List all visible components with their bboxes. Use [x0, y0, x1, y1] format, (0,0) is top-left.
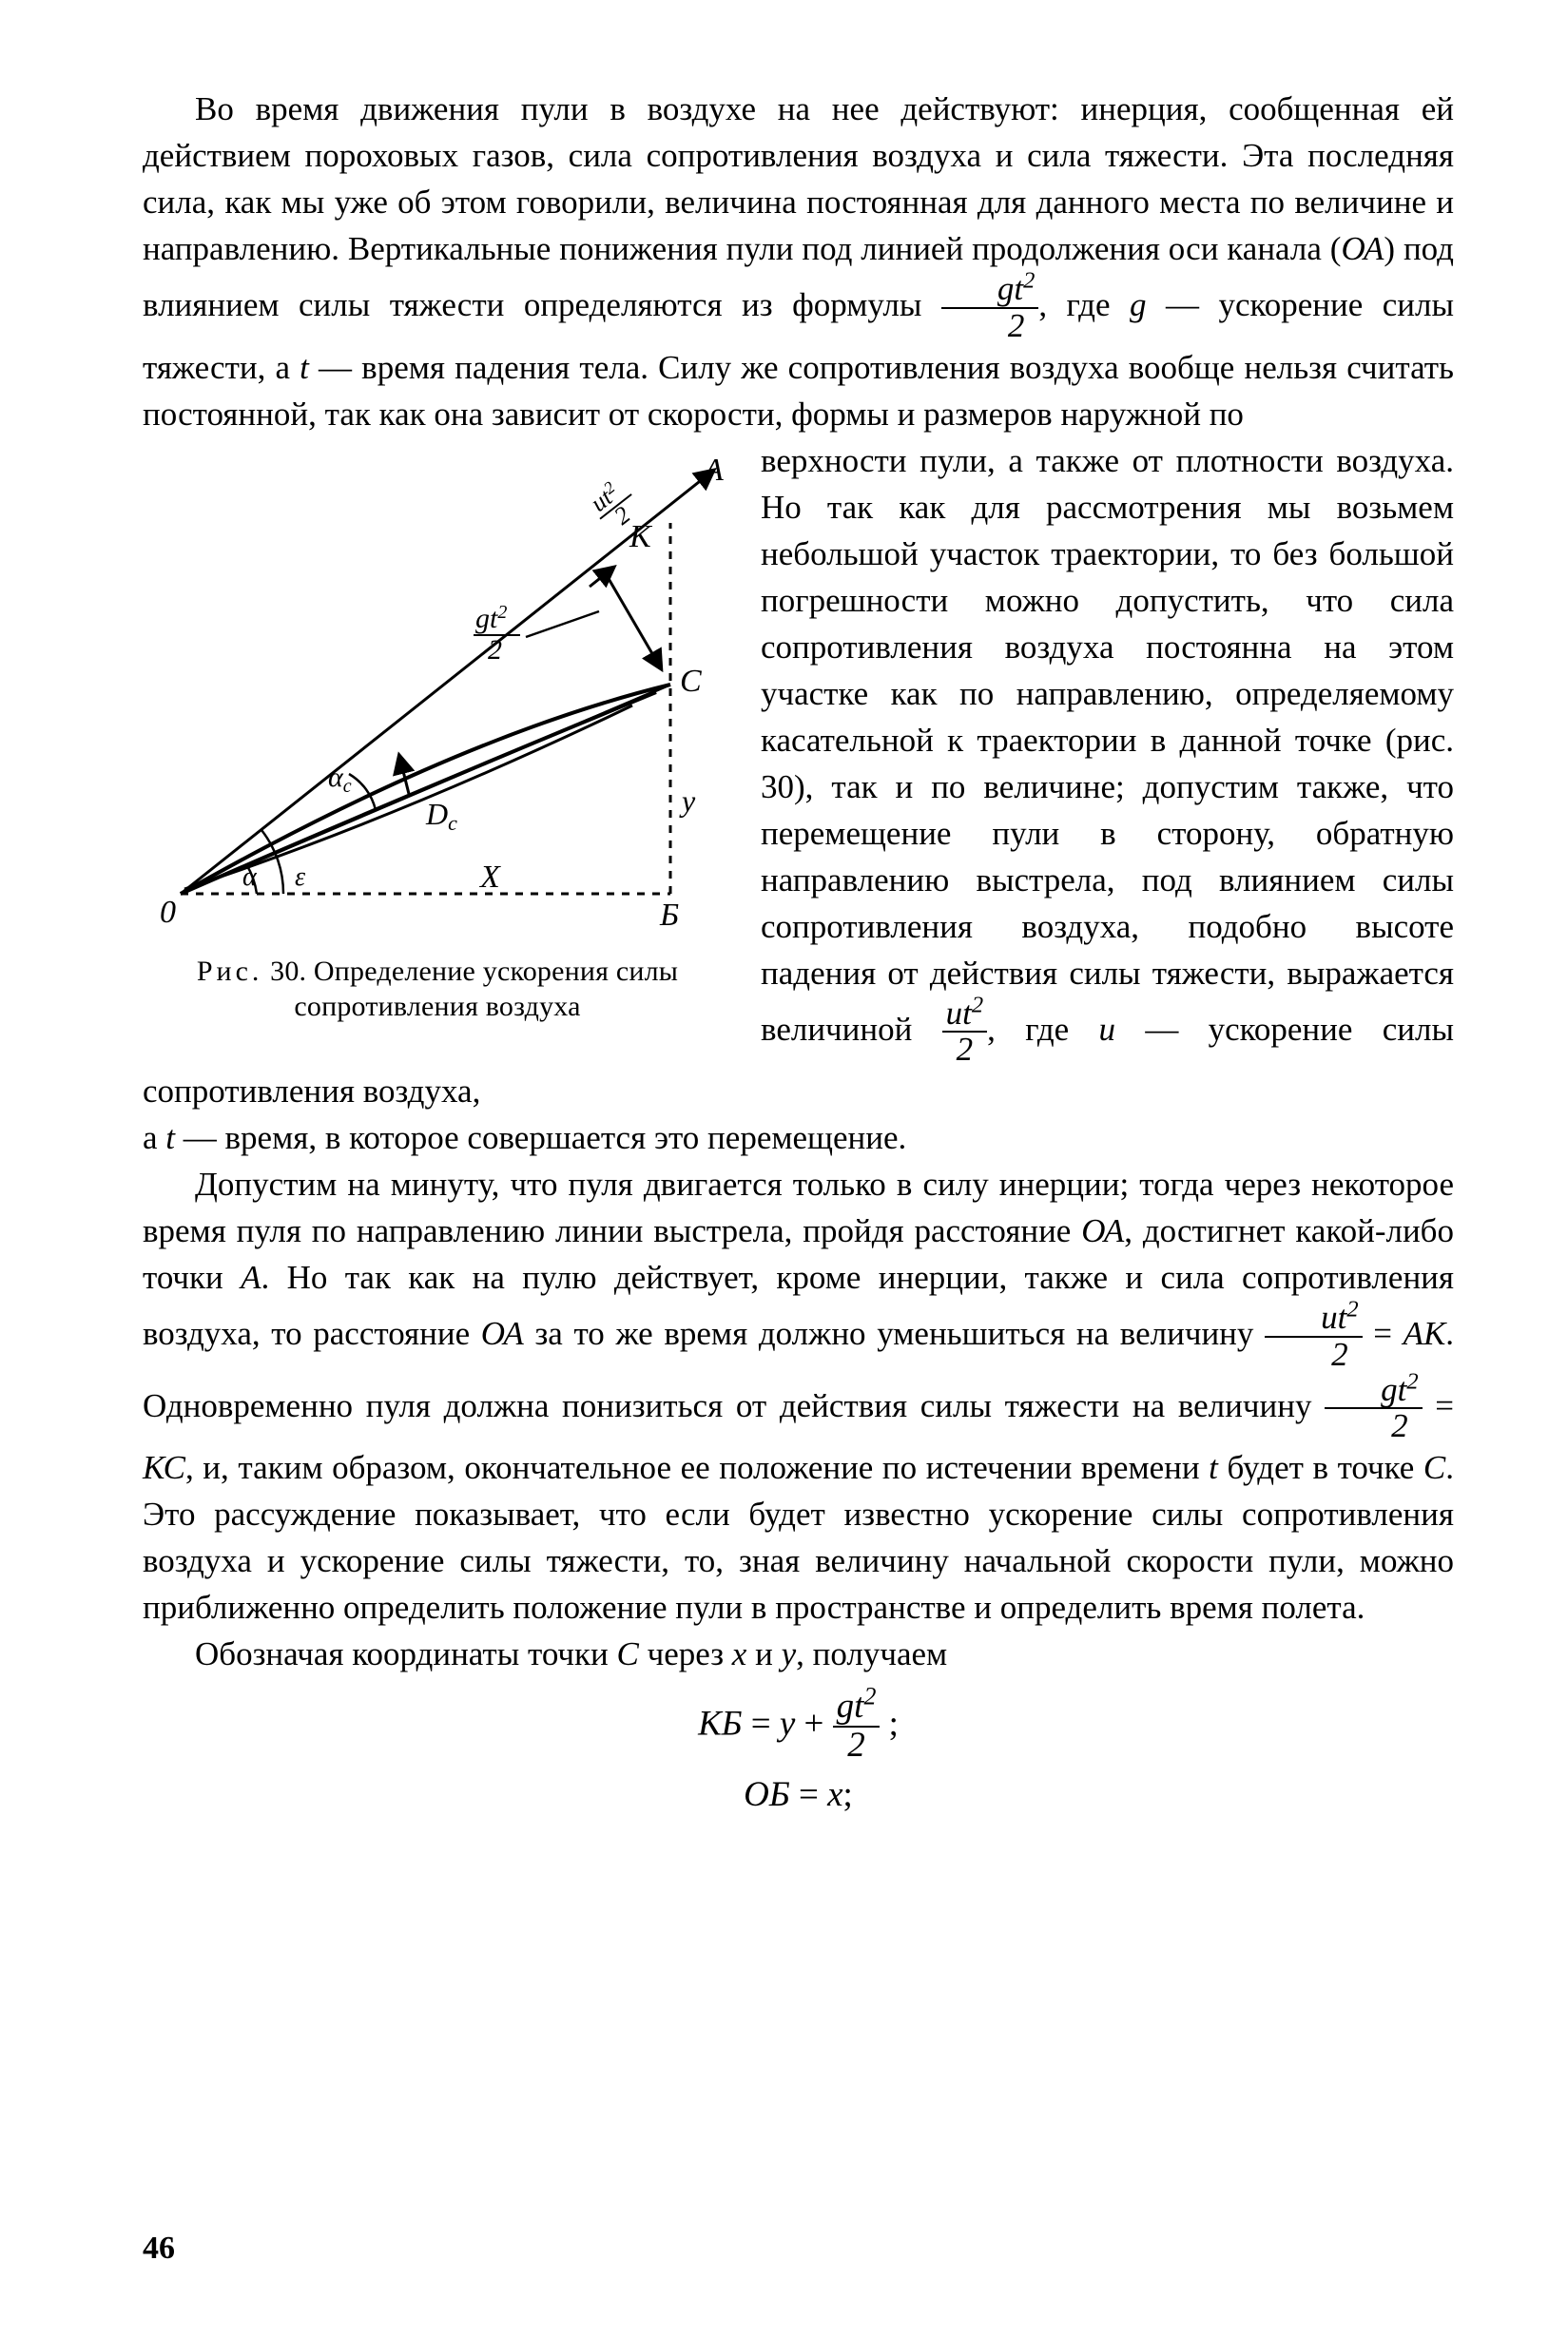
svg-text:αc: αc — [328, 762, 352, 797]
eq1-tail: ; — [880, 1704, 899, 1743]
frac-g-den: 2 — [941, 307, 1038, 344]
frac-u-num-2: иt — [1321, 1299, 1346, 1336]
frac-gt2-2: gt22 — [1325, 1373, 1422, 1445]
frac-u-den: 2 — [942, 1031, 987, 1068]
frac-g-den-2: 2 — [1325, 1407, 1422, 1444]
fig-gt2-den: 2 — [488, 634, 502, 666]
p1ta: а — [143, 1119, 165, 1156]
x-var: x — [732, 1635, 747, 1672]
fig-label-A: А — [702, 453, 724, 488]
t-var-3: t — [1209, 1449, 1218, 1486]
t-var-1: t — [300, 349, 309, 386]
paragraph-2: Допустим на минуту, что пуля двигается т… — [143, 1161, 1454, 1631]
fig-label-X: Х — [478, 860, 501, 895]
eq2-x: x — [827, 1775, 842, 1814]
p1tb: — время, в которое совершается это перем… — [175, 1119, 906, 1156]
caption-b: 30. Определение ускорения силы сопротивл… — [262, 956, 678, 1023]
frac-g-num-2: gt — [1381, 1371, 1406, 1408]
figure-30-diagram: А К С 0 Х Б y Dc αc — [143, 442, 732, 937]
u-var: и — [1099, 1010, 1116, 1047]
frac-ut2-2: иt22 — [1265, 1301, 1362, 1373]
figure-30: А К С 0 Х Б y Dc αc — [143, 442, 732, 1025]
eq1-left: КБ — [698, 1704, 742, 1743]
p3b: через — [639, 1635, 732, 1672]
frac-gt2-1: gt22 — [941, 272, 1038, 344]
fig-label-O: 0 — [160, 895, 176, 930]
fig-gt2-sup: 2 — [497, 602, 507, 623]
p3c: и — [746, 1635, 781, 1672]
fig-label-alpha-c-sub: c — [343, 776, 352, 797]
equation-1: КБ = y + gt22 ; — [143, 1689, 1454, 1765]
fig-label-Dc: D — [425, 797, 448, 831]
p1c: , где — [1038, 286, 1130, 323]
C-point: С — [1423, 1449, 1445, 1486]
fig-gt2-num: gt — [475, 603, 498, 634]
p2d: за то же время должно уменьшиться на вел… — [524, 1315, 1265, 1352]
eq2-eq: = — [790, 1775, 827, 1814]
frac-u-num: иt — [946, 995, 972, 1032]
svg-text:gt2: gt2 — [475, 602, 507, 634]
eq1-frac-num: gt — [837, 1687, 864, 1726]
fig-label-alpha-c: α — [328, 762, 344, 793]
p1a: Во время движения пули в воздухе на нее … — [143, 90, 1454, 267]
page-number: 46 — [143, 2226, 175, 2271]
equation-2: ОБ = x; — [143, 1770, 1454, 1820]
t-var-2: t — [165, 1119, 175, 1156]
fig-label-y: y — [679, 783, 696, 818]
frac-u-sup: 2 — [972, 992, 983, 1017]
oa-1: ОА — [1341, 230, 1384, 267]
p2g: будет в точке — [1218, 1449, 1423, 1486]
svg-text:Dc: Dc — [425, 797, 457, 835]
frac-g-sup-2: 2 — [1406, 1368, 1418, 1394]
fig-label-B: Б — [659, 898, 679, 933]
frac-g-sup: 2 — [1023, 267, 1035, 293]
equations: КБ = y + gt22 ; ОБ = x; — [143, 1689, 1454, 1819]
figure-and-text: А К С 0 Х Б y Dc αc — [143, 437, 1454, 1115]
paragraph-1-top: Во время движения пули в воздухе на нее … — [143, 86, 1454, 437]
eq2-left: ОБ — [744, 1775, 790, 1814]
g-var: g — [1130, 286, 1147, 323]
figure-30-caption: Рис. 30. Определение ускорения силы сопр… — [143, 954, 732, 1025]
eq1-frac-sup: 2 — [863, 1683, 876, 1710]
eq1-frac: gt22 — [833, 1689, 881, 1765]
fig-label-eps: ε — [295, 862, 305, 892]
y-var: y — [782, 1635, 797, 1672]
eq-ak: = — [1363, 1315, 1403, 1352]
oa-3: ОА — [481, 1315, 524, 1352]
paragraph-1-tail: а t — время, в которое совершается это п… — [143, 1114, 1454, 1161]
oa-2: ОА — [1081, 1212, 1124, 1249]
frac-g-num: gt — [997, 270, 1023, 307]
frac-u-sup-2: 2 — [1346, 1296, 1358, 1322]
C-point-2: С — [617, 1635, 639, 1672]
eq1-eq: = — [742, 1704, 779, 1743]
eq1-frac-den: 2 — [833, 1726, 881, 1765]
p3a: Обозначая координаты точки — [195, 1635, 617, 1672]
p1e: — время падения тела. Силу же сопротивле… — [143, 349, 1454, 433]
AK: АК — [1403, 1315, 1446, 1352]
caption-a: Рис. — [197, 956, 263, 987]
frac-u-den-2: 2 — [1265, 1336, 1362, 1373]
eq1-y: y — [780, 1704, 795, 1743]
frac-ut2-1: иt22 — [942, 996, 987, 1069]
eq1-plus: + — [795, 1704, 832, 1743]
p2f: , и, таким образом, окончательное ее пол… — [185, 1449, 1209, 1486]
fig-label-Dc-sub: c — [448, 811, 457, 835]
eq-kc: = — [1423, 1386, 1454, 1423]
fig-label-alpha: α — [242, 862, 258, 892]
p1g: , где — [987, 1010, 1098, 1047]
p1f: верхности пули, а также от плотности воз… — [761, 442, 1454, 1048]
paragraph-3: Обозначая координаты точки С через x и y… — [143, 1631, 1454, 1677]
KC: КС — [143, 1449, 185, 1486]
A-point: А — [241, 1259, 261, 1296]
fig-label-C: С — [680, 664, 702, 699]
p3d: , получаем — [796, 1635, 947, 1672]
eq2-tail: ; — [843, 1775, 853, 1814]
